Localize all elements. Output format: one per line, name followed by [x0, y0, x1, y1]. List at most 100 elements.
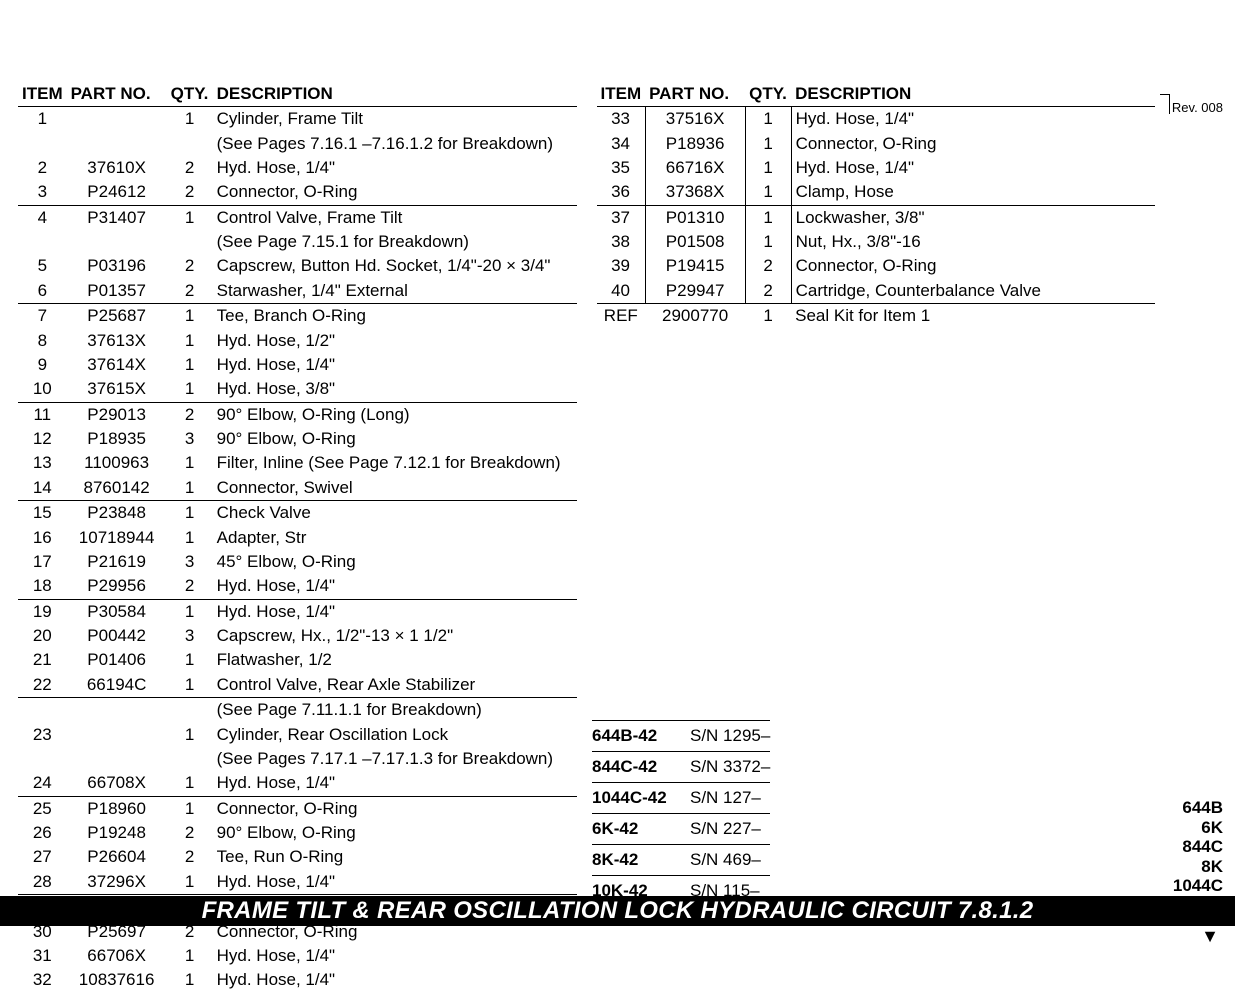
cell-desc: Hyd. Hose, 1/4" — [213, 156, 577, 180]
cell-item: 20 — [18, 624, 67, 648]
cell-part: 10837616 — [67, 968, 167, 992]
cell-qty: 1 — [167, 451, 213, 475]
cell-qty: 2 — [167, 156, 213, 180]
cell-qty: 3 — [167, 624, 213, 648]
cell-item: 27 — [18, 845, 67, 869]
side-model: 6K — [1173, 818, 1223, 838]
cell-item: 36 — [597, 180, 646, 205]
cell-item: 40 — [597, 279, 646, 304]
cell-desc: Nut, Hx., 3/8"-16 — [791, 230, 1155, 254]
table-row: 2837296X1Hyd. Hose, 1/4" — [18, 870, 577, 895]
cell-part: P21619 — [67, 550, 167, 574]
cell-part: 37296X — [67, 870, 167, 895]
table-row: 27P266042Tee, Run O-Ring — [18, 845, 577, 869]
cell-part — [67, 698, 167, 723]
cell-qty: 1 — [745, 205, 791, 230]
cell-qty: 1 — [167, 328, 213, 352]
cell-item: 25 — [18, 796, 67, 821]
cell-desc: Control Valve, Frame Tilt — [213, 205, 577, 230]
cell-part: 66708X — [67, 771, 167, 796]
cell-item: 15 — [18, 501, 67, 526]
cell-desc: Hyd. Hose, 1/2" — [213, 328, 577, 352]
sn-row: 844C-42 S/N 3372– — [592, 751, 770, 782]
cell-qty: 1 — [167, 501, 213, 526]
cell-item: 24 — [18, 771, 67, 796]
cell-desc: Hyd. Hose, 1/4" — [213, 771, 577, 796]
cell-desc: Control Valve, Rear Axle Stabilizer — [213, 673, 577, 698]
cell-part: P25687 — [67, 304, 167, 329]
down-arrow-icon: ▼ — [1201, 926, 1219, 947]
table-row: 16107189441Adapter, Str — [18, 525, 577, 549]
cell-desc: Flatwasher, 1/2 — [213, 648, 577, 672]
cell-qty: 1 — [167, 722, 213, 746]
cell-part — [67, 107, 167, 132]
cell-desc: Cartridge, Counterbalance Valve — [791, 279, 1155, 304]
cell-desc: Check Valve — [213, 501, 577, 526]
sn-row: 1044C-42S/N 127– — [592, 782, 770, 813]
cell-item — [18, 131, 67, 155]
cell-part: P01508 — [645, 230, 745, 254]
cell-desc: Clamp, Hose — [791, 180, 1155, 205]
cell-desc: Seal Kit for Item 1 — [791, 304, 1155, 329]
table-row: 38P015081Nut, Hx., 3/8"-16 — [597, 230, 1156, 254]
cell-item: 4 — [18, 205, 67, 230]
cell-qty: 2 — [167, 180, 213, 205]
cell-qty: 1 — [745, 131, 791, 155]
cell-part: P01310 — [645, 205, 745, 230]
table-row: 21P014061Flatwasher, 1/2 — [18, 648, 577, 672]
cell-part: P01406 — [67, 648, 167, 672]
cell-item: 16 — [18, 525, 67, 549]
revision-label: Rev. 008 — [1172, 100, 1223, 115]
cell-item: 32 — [18, 968, 67, 992]
cell-item: 26 — [18, 821, 67, 845]
hdr-item: ITEM — [18, 82, 67, 107]
cell-item: 39 — [597, 254, 646, 278]
table-row: 11P29013290° Elbow, O-Ring (Long) — [18, 402, 577, 427]
table-row: 3566716X1Hyd. Hose, 1/4" — [597, 156, 1156, 180]
cell-part: 37368X — [645, 180, 745, 205]
cell-part: 8760142 — [67, 476, 167, 501]
cell-desc: Connector, O-Ring — [213, 180, 577, 205]
cell-qty: 2 — [167, 845, 213, 869]
cell-part: P18936 — [645, 131, 745, 155]
cell-item: 11 — [18, 402, 67, 427]
cell-desc: Connector, O-Ring — [791, 254, 1155, 278]
cell-desc: Hyd. Hose, 1/4" — [791, 107, 1155, 132]
table-row: 2466708X1Hyd. Hose, 1/4" — [18, 771, 577, 796]
left-column: ITEM PART NO. QTY. DESCRIPTION 11Cylinde… — [18, 82, 577, 993]
table-row: 40P299472Cartridge, Counterbalance Valve — [597, 279, 1156, 304]
cell-qty: 3 — [167, 550, 213, 574]
table-row: (See Page 7.11.1.1 for Breakdown) — [18, 698, 577, 723]
cell-part — [67, 747, 167, 771]
sn-value: S/N 3372– — [690, 757, 770, 777]
cell-qty: 1 — [167, 377, 213, 402]
table-row: 3P246122Connector, O-Ring — [18, 180, 577, 205]
cell-desc: (See Page 7.11.1.1 for Breakdown) — [213, 698, 577, 723]
cell-qty: 1 — [167, 968, 213, 992]
sn-model: 844C-42 — [592, 757, 680, 777]
cell-qty: 1 — [745, 107, 791, 132]
cell-part: P23848 — [67, 501, 167, 526]
cell-qty: 1 — [745, 180, 791, 205]
cell-qty: 1 — [167, 599, 213, 624]
cell-desc: Hyd. Hose, 1/4" — [213, 968, 577, 992]
cell-item: 33 — [597, 107, 646, 132]
table-row: (See Pages 7.17.1 –7.17.1.3 for Breakdow… — [18, 747, 577, 771]
hdr-part: PART NO. — [645, 82, 745, 107]
cell-desc: Capscrew, Hx., 1/2"-13 × 1 1/2" — [213, 624, 577, 648]
sn-value: S/N 469– — [690, 850, 761, 870]
cell-part: P31407 — [67, 205, 167, 230]
table-row: 15P238481Check Valve — [18, 501, 577, 526]
cell-item: 18 — [18, 574, 67, 599]
rev-bracket — [1160, 94, 1170, 114]
table-row: 26P19248290° Elbow, O-Ring — [18, 821, 577, 845]
table-row: 937614X1Hyd. Hose, 1/4" — [18, 353, 577, 377]
table-row: 237610X2Hyd. Hose, 1/4" — [18, 156, 577, 180]
cell-desc: Connector, Swivel — [213, 476, 577, 501]
cell-item: 10 — [18, 377, 67, 402]
cell-item: 6 — [18, 279, 67, 304]
table-row: 37P013101Lockwasher, 3/8" — [597, 205, 1156, 230]
cell-part: 10718944 — [67, 525, 167, 549]
cell-qty — [167, 747, 213, 771]
cell-item: 12 — [18, 427, 67, 451]
